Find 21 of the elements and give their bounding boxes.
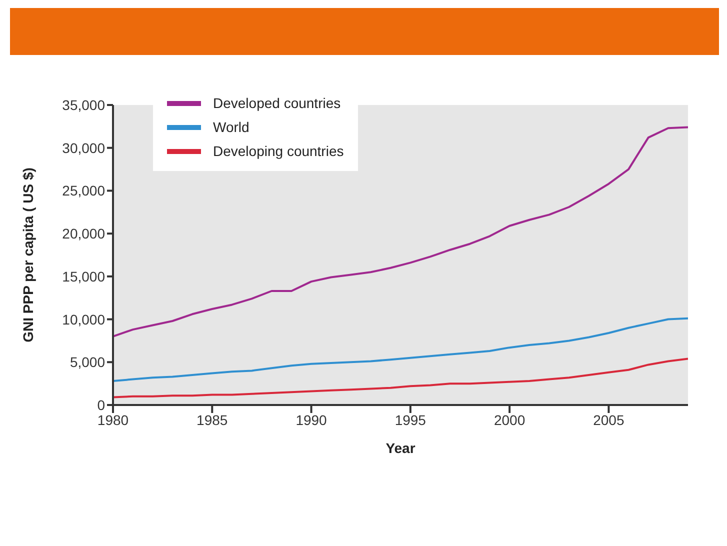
- y-tick-label: 0: [97, 396, 106, 413]
- x-tick-label: 1990: [296, 412, 328, 428]
- legend-label: World: [213, 119, 250, 135]
- y-tick-label: 5,000: [70, 354, 106, 370]
- line-series: [113, 358, 688, 398]
- legend-label: Developed countries: [213, 95, 341, 111]
- y-axis-title: GNI PPP per capita ( US $): [20, 168, 36, 342]
- x-tick-label: 2005: [593, 412, 624, 428]
- y-tick-label: 25,000: [62, 182, 106, 199]
- x-tick-label: 1985: [196, 412, 228, 428]
- x-tick-label: 2000: [494, 412, 526, 428]
- legend-label: Developing countries: [213, 143, 344, 159]
- x-axis-title: Year: [386, 440, 416, 456]
- line-series: [113, 317, 688, 382]
- y-tick-label: 20,000: [62, 226, 106, 242]
- y-tick-label: 15,000: [62, 268, 106, 284]
- y-tick-label: 30,000: [62, 140, 106, 156]
- x-tick-label: 1980: [97, 412, 129, 428]
- x-tick-label: 1995: [394, 412, 426, 428]
- y-tick-label: 10,000: [62, 311, 106, 328]
- y-tick-label: 35,000: [62, 96, 106, 113]
